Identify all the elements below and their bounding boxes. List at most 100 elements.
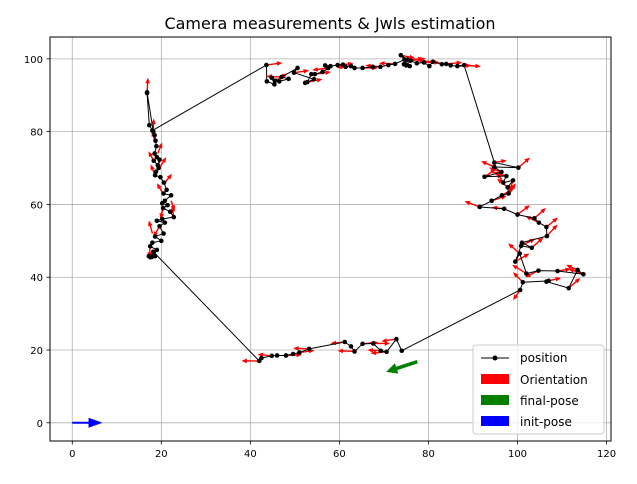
orientation-arrow <box>266 61 283 66</box>
position-point <box>161 231 166 236</box>
legend-init-pose-swatch <box>481 416 509 426</box>
position-point <box>581 272 586 277</box>
legend-position-marker <box>492 355 498 361</box>
position-point <box>311 76 317 82</box>
position-point <box>566 285 571 291</box>
orientation-arrow <box>400 54 416 60</box>
x-tick-label: 80 <box>422 449 435 460</box>
legend-orientation-label: Orientation <box>520 373 588 387</box>
position-point <box>477 204 482 210</box>
position-point <box>161 180 167 185</box>
position-point <box>430 59 436 65</box>
position-point <box>439 62 445 67</box>
position-point <box>520 280 526 285</box>
y-tick-label: 40 <box>30 273 43 284</box>
position-point <box>150 128 155 133</box>
position-point <box>274 353 280 358</box>
position-point <box>455 63 460 69</box>
y-axis-ticks: 0 20 40 60 80 100 <box>24 55 50 430</box>
position-point <box>544 233 550 239</box>
position-point <box>378 348 384 354</box>
orientation-arrow <box>497 172 504 183</box>
y-tick-label: 100 <box>24 55 43 66</box>
position-point <box>325 65 331 71</box>
orientation-arrow <box>464 200 480 208</box>
legend-item-final-pose: final-pose <box>481 394 579 408</box>
position-point <box>154 218 160 224</box>
position-point <box>482 174 487 180</box>
orientation-arrow <box>531 237 544 249</box>
orientation-arrow <box>145 77 150 93</box>
orientation-arrow <box>407 56 424 62</box>
position-point <box>536 268 541 273</box>
position-point <box>159 201 165 206</box>
position-point <box>505 185 511 190</box>
x-tick-label: 100 <box>508 449 527 460</box>
position-point <box>295 65 300 71</box>
orientation-arrow <box>546 217 559 228</box>
position-point <box>147 243 153 249</box>
orientation-arrow <box>337 348 355 354</box>
position-point <box>259 355 264 361</box>
position-point <box>342 339 348 345</box>
legend-item-orientation: Orientation <box>481 373 588 387</box>
position-point <box>286 76 291 82</box>
position-point <box>386 62 391 68</box>
legend-final-pose-swatch <box>481 395 509 405</box>
orientation-arrow <box>157 142 163 154</box>
position-point <box>348 344 354 349</box>
final-pose-arrow <box>386 359 418 374</box>
position-point <box>394 336 399 342</box>
y-tick-label: 0 <box>37 419 43 430</box>
position-point <box>532 215 537 221</box>
orientation-arrow <box>148 220 154 234</box>
position-point <box>151 158 157 164</box>
orientation-arrow <box>159 207 164 219</box>
position-point <box>370 64 376 70</box>
y-tick-label: 60 <box>30 200 43 211</box>
position-point <box>167 209 173 214</box>
orientation-arrow <box>312 67 329 72</box>
position-point <box>157 223 162 229</box>
orientation-arrow <box>517 157 530 169</box>
position-point <box>269 75 275 81</box>
orientation-arrow <box>241 358 260 364</box>
position-point <box>501 206 507 212</box>
position-point <box>348 63 354 69</box>
orientation-arrow <box>548 276 562 282</box>
position-point <box>360 65 365 71</box>
position-point <box>157 157 162 162</box>
orientation-arrow <box>557 267 571 272</box>
position-point <box>461 62 467 68</box>
orientation-arrow <box>367 348 381 353</box>
position-point <box>499 193 505 198</box>
y-tick-label: 80 <box>30 128 43 139</box>
position-point <box>340 62 346 67</box>
position-point <box>151 249 156 255</box>
x-tick-label: 120 <box>597 449 616 460</box>
position-point <box>146 122 152 128</box>
position-point <box>165 202 170 208</box>
orientation-arrow <box>533 208 546 219</box>
orientation-arrow <box>293 346 310 351</box>
position-point <box>152 132 157 138</box>
position-point <box>153 138 158 144</box>
position-point <box>171 214 177 220</box>
position-point <box>297 350 302 355</box>
position-point <box>264 62 269 68</box>
position-point <box>290 351 296 357</box>
position-point <box>269 353 275 359</box>
position-point <box>360 341 365 347</box>
orientation-arrow <box>546 224 558 237</box>
legend-init-pose-label: init-pose <box>520 415 572 429</box>
position-point <box>264 79 270 84</box>
position-point <box>272 82 277 87</box>
orientation-arrow <box>170 206 176 218</box>
orientation-arrow <box>293 68 310 74</box>
position-point <box>312 71 318 77</box>
position-point <box>515 212 520 217</box>
orientation-arrow <box>381 338 397 343</box>
x-axis-ticks: 0 20 40 60 80 100 120 <box>69 441 616 460</box>
orientation-arrow <box>520 238 536 247</box>
position-point <box>536 220 542 225</box>
